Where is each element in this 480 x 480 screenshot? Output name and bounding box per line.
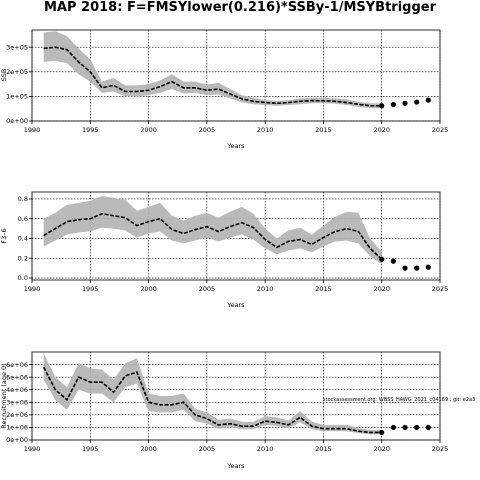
x-tick-label: 2025 — [432, 285, 449, 293]
y-axis-label: Recruitment (age 0) — [0, 363, 8, 428]
x-tick-label: 1995 — [82, 285, 99, 293]
x-tick-label: 2015 — [315, 285, 332, 293]
y-tick-label: 1e+06 — [6, 424, 28, 432]
projection-point — [414, 99, 420, 105]
x-tick-label: 2000 — [140, 445, 157, 453]
x-axis-label: Years — [226, 462, 245, 470]
projection-point — [414, 265, 420, 271]
x-tick-label: 1990 — [24, 285, 41, 293]
y-tick-label: 2e+05 — [6, 68, 28, 76]
x-tick-label: 1995 — [82, 445, 99, 453]
chart-panel-1: 0e+00 1e+05 2e+05 3e+05 1990 1995 2000 2005 2010… — [0, 29, 449, 150]
x-tick-label: 2025 — [432, 445, 449, 453]
x-tick-label: 2015 — [315, 445, 332, 453]
projection-point — [425, 264, 431, 270]
y-tick-label: 0e+00 — [6, 436, 28, 444]
y-tick-label: 0e+00 — [6, 117, 28, 125]
y-axis-label: F3–6 — [0, 228, 8, 243]
plot-frame — [31, 29, 441, 122]
projection-point — [425, 97, 431, 103]
projection-point — [379, 429, 385, 436]
x-tick-label: 1995 — [82, 126, 99, 134]
confidence-band — [43, 353, 382, 435]
x-axis-label: Years — [226, 142, 245, 150]
plot-frame — [31, 191, 441, 281]
y-tick-label: 0.6 — [18, 215, 28, 223]
annotation-text: stockassessment.org: WBSS_HAWG_2021_c041… — [323, 397, 475, 403]
y-tick-label: 3e+06 — [6, 398, 28, 406]
x-tick-label: 2010 — [257, 445, 274, 453]
series-line — [43, 46, 382, 107]
x-tick-label: 2020 — [373, 445, 390, 453]
y-tick-label: 0.0 — [18, 274, 28, 282]
chart-panel-2: 0.0 0.2 0.4 0.6 0.8 1990 1995 2000 2005 2010 2015 2… — [0, 191, 449, 309]
y-tick-label: 6e+06 — [6, 361, 28, 369]
x-axis-label: Years — [226, 301, 245, 309]
y-tick-label: 5e+06 — [6, 373, 28, 381]
series-line — [43, 212, 383, 260]
x-tick-label: 2000 — [140, 126, 157, 134]
x-tick-label: 2005 — [199, 445, 216, 453]
x-tick-label: 2000 — [140, 285, 157, 293]
projection-point — [414, 424, 420, 431]
x-tick-label: 2010 — [257, 285, 274, 293]
x-tick-label: 1990 — [24, 126, 41, 134]
x-tick-label: 2020 — [373, 126, 390, 134]
y-tick-label: 2e+06 — [6, 411, 28, 419]
x-tick-label: 2025 — [432, 126, 449, 134]
y-tick-label: 0.4 — [18, 235, 28, 243]
plot-frame — [31, 351, 441, 441]
y-tick-label: 3e+05 — [6, 43, 28, 51]
projection-point — [379, 103, 385, 109]
confidence-band — [43, 195, 382, 265]
y-tick-label: 0.8 — [18, 195, 28, 203]
x-tick-label: 2010 — [257, 126, 274, 134]
projection-point — [402, 265, 408, 271]
x-tick-label: 2005 — [199, 126, 216, 134]
x-tick-label: 2015 — [315, 126, 332, 134]
projection-point — [425, 424, 431, 431]
projection-point — [390, 258, 396, 264]
series-line — [42, 366, 382, 434]
projection-point — [390, 424, 396, 431]
projection-point — [390, 101, 396, 108]
x-tick-label: 1990 — [24, 445, 41, 453]
y-tick-label: 4e+06 — [6, 386, 28, 394]
figure-title: MAP 2018: F=FMSYlower(0.216)*SSBy-1/MSYB… — [43, 0, 436, 15]
y-tick-label: 1e+05 — [6, 93, 28, 101]
x-tick-label: 2020 — [373, 285, 390, 293]
confidence-band — [43, 31, 382, 109]
x-tick-label: 2005 — [199, 285, 216, 293]
projection-point — [379, 256, 385, 262]
chart-panel-3: 0e+00 1e+06 2e+06 3e+06 4e+06 5e+06 6e+06 1990 1… — [0, 351, 475, 470]
projection-point — [402, 100, 408, 106]
y-axis-label: SSB — [0, 69, 8, 82]
projection-point — [402, 424, 408, 431]
y-tick-label: 0.2 — [18, 254, 28, 262]
